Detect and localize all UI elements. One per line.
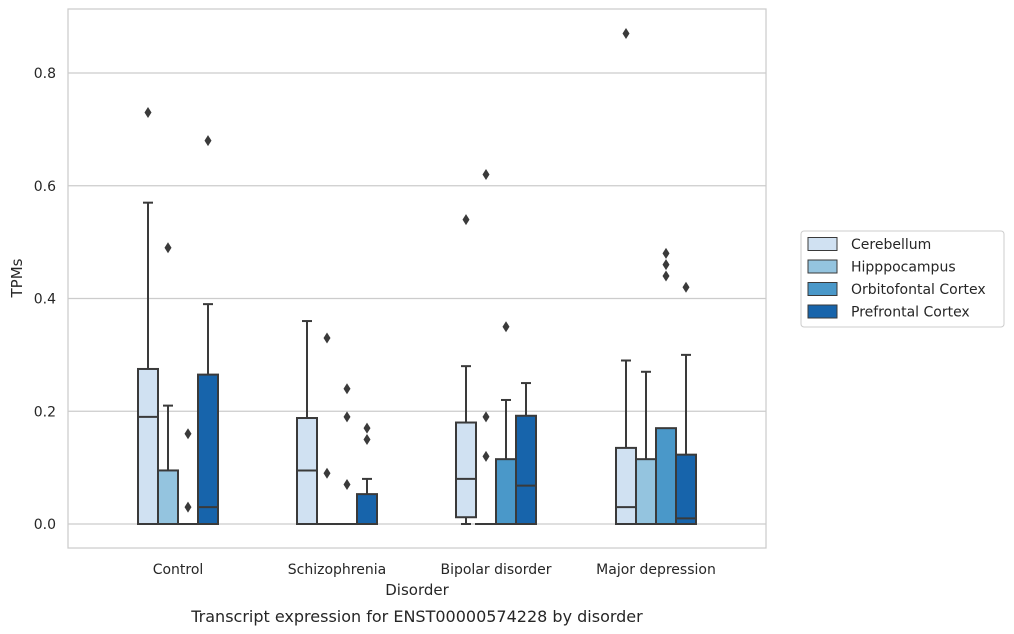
legend-label: Cerebellum <box>851 237 931 253</box>
outlier-point <box>462 214 470 226</box>
y-tick-label: 0.2 <box>34 404 56 420</box>
box-body <box>655 427 677 526</box>
outlier-point <box>343 479 351 491</box>
box-cerebellum <box>296 320 318 526</box>
y-axis-label: TPMs <box>8 258 26 298</box>
x-axis-label: Disorder <box>385 581 449 599</box>
x-tick-label: Bipolar disorder <box>440 562 551 578</box>
outlier-point <box>144 106 152 118</box>
box-body <box>615 446 637 525</box>
box-body <box>137 367 159 525</box>
legend: Cerebellum Hipppocampus Orbitofontal Corte… <box>800 230 1005 328</box>
outlier-point <box>662 247 670 259</box>
outlier-point <box>164 242 172 254</box>
box-prefrontal-cortex <box>515 382 537 526</box>
outlier-point <box>622 28 630 40</box>
outlier-point <box>323 467 331 479</box>
outlier-point <box>343 411 351 423</box>
x-axis-ticks: Control Schizophrenia Bipolar disorder Majo… <box>153 562 716 578</box>
outlier-point <box>482 411 490 423</box>
legend-label: Prefrontal Cortex <box>851 305 970 321</box>
y-tick-label: 0.8 <box>34 66 56 82</box>
box-hipppocampus <box>157 242 179 526</box>
box-orbitofontal-cortex <box>655 247 677 526</box>
y-tick-label: 0.6 <box>34 179 56 195</box>
outlier-point <box>204 135 212 147</box>
outlier-point <box>323 332 331 344</box>
outlier-point <box>343 383 351 395</box>
box-prefrontal-cortex <box>356 422 378 525</box>
box-cerebellum <box>615 28 637 525</box>
y-tick-label: 0.4 <box>34 292 56 308</box>
outlier-point <box>482 168 490 180</box>
x-tick-label: Schizophrenia <box>288 562 386 578</box>
plot-frame <box>67 8 767 549</box>
legend-swatch <box>807 282 838 296</box>
outlier-point <box>363 433 371 445</box>
box-body <box>635 458 657 526</box>
outlier-point <box>482 450 490 462</box>
chart-title: Transcript expression for ENST0000057422… <box>190 607 643 626</box>
box-body <box>515 414 537 526</box>
box-cerebellum <box>137 106 159 525</box>
outlier-point <box>662 259 670 271</box>
box-cerebellum <box>455 214 477 525</box>
outlier-point <box>184 428 192 440</box>
legend-label: Orbitofontal Cortex <box>851 282 986 298</box>
outlier-point <box>363 422 371 434</box>
box-body <box>675 453 697 525</box>
outlier-point <box>184 501 192 513</box>
box-hipppocampus <box>635 370 657 526</box>
box-body <box>455 421 477 519</box>
plot-background <box>68 9 766 548</box>
legend-swatch <box>807 259 838 274</box>
x-tick-label: Control <box>153 562 204 578</box>
outlier-point <box>662 270 670 282</box>
y-axis-ticks: 0.0 0.2 0.4 0.6 0.8 <box>34 66 56 533</box>
outlier-point <box>502 321 510 333</box>
legend-swatch <box>807 304 838 319</box>
box-body <box>157 469 179 526</box>
y-tick-label: 0.0 <box>34 517 56 533</box>
box-prefrontal-cortex <box>675 281 697 525</box>
box-layer <box>137 28 697 526</box>
x-tick-label: Major depression <box>596 562 716 578</box>
box-body <box>197 373 219 526</box>
box-body <box>356 493 378 525</box>
legend-frame <box>800 230 1005 328</box>
legend-swatch <box>807 237 838 251</box>
box-prefrontal-cortex <box>197 135 219 526</box>
outlier-point <box>682 281 690 293</box>
legend-label: Hipppocampus <box>851 260 956 276</box>
box-body <box>495 458 517 526</box>
box-orbitofontal-cortex <box>177 428 199 526</box>
